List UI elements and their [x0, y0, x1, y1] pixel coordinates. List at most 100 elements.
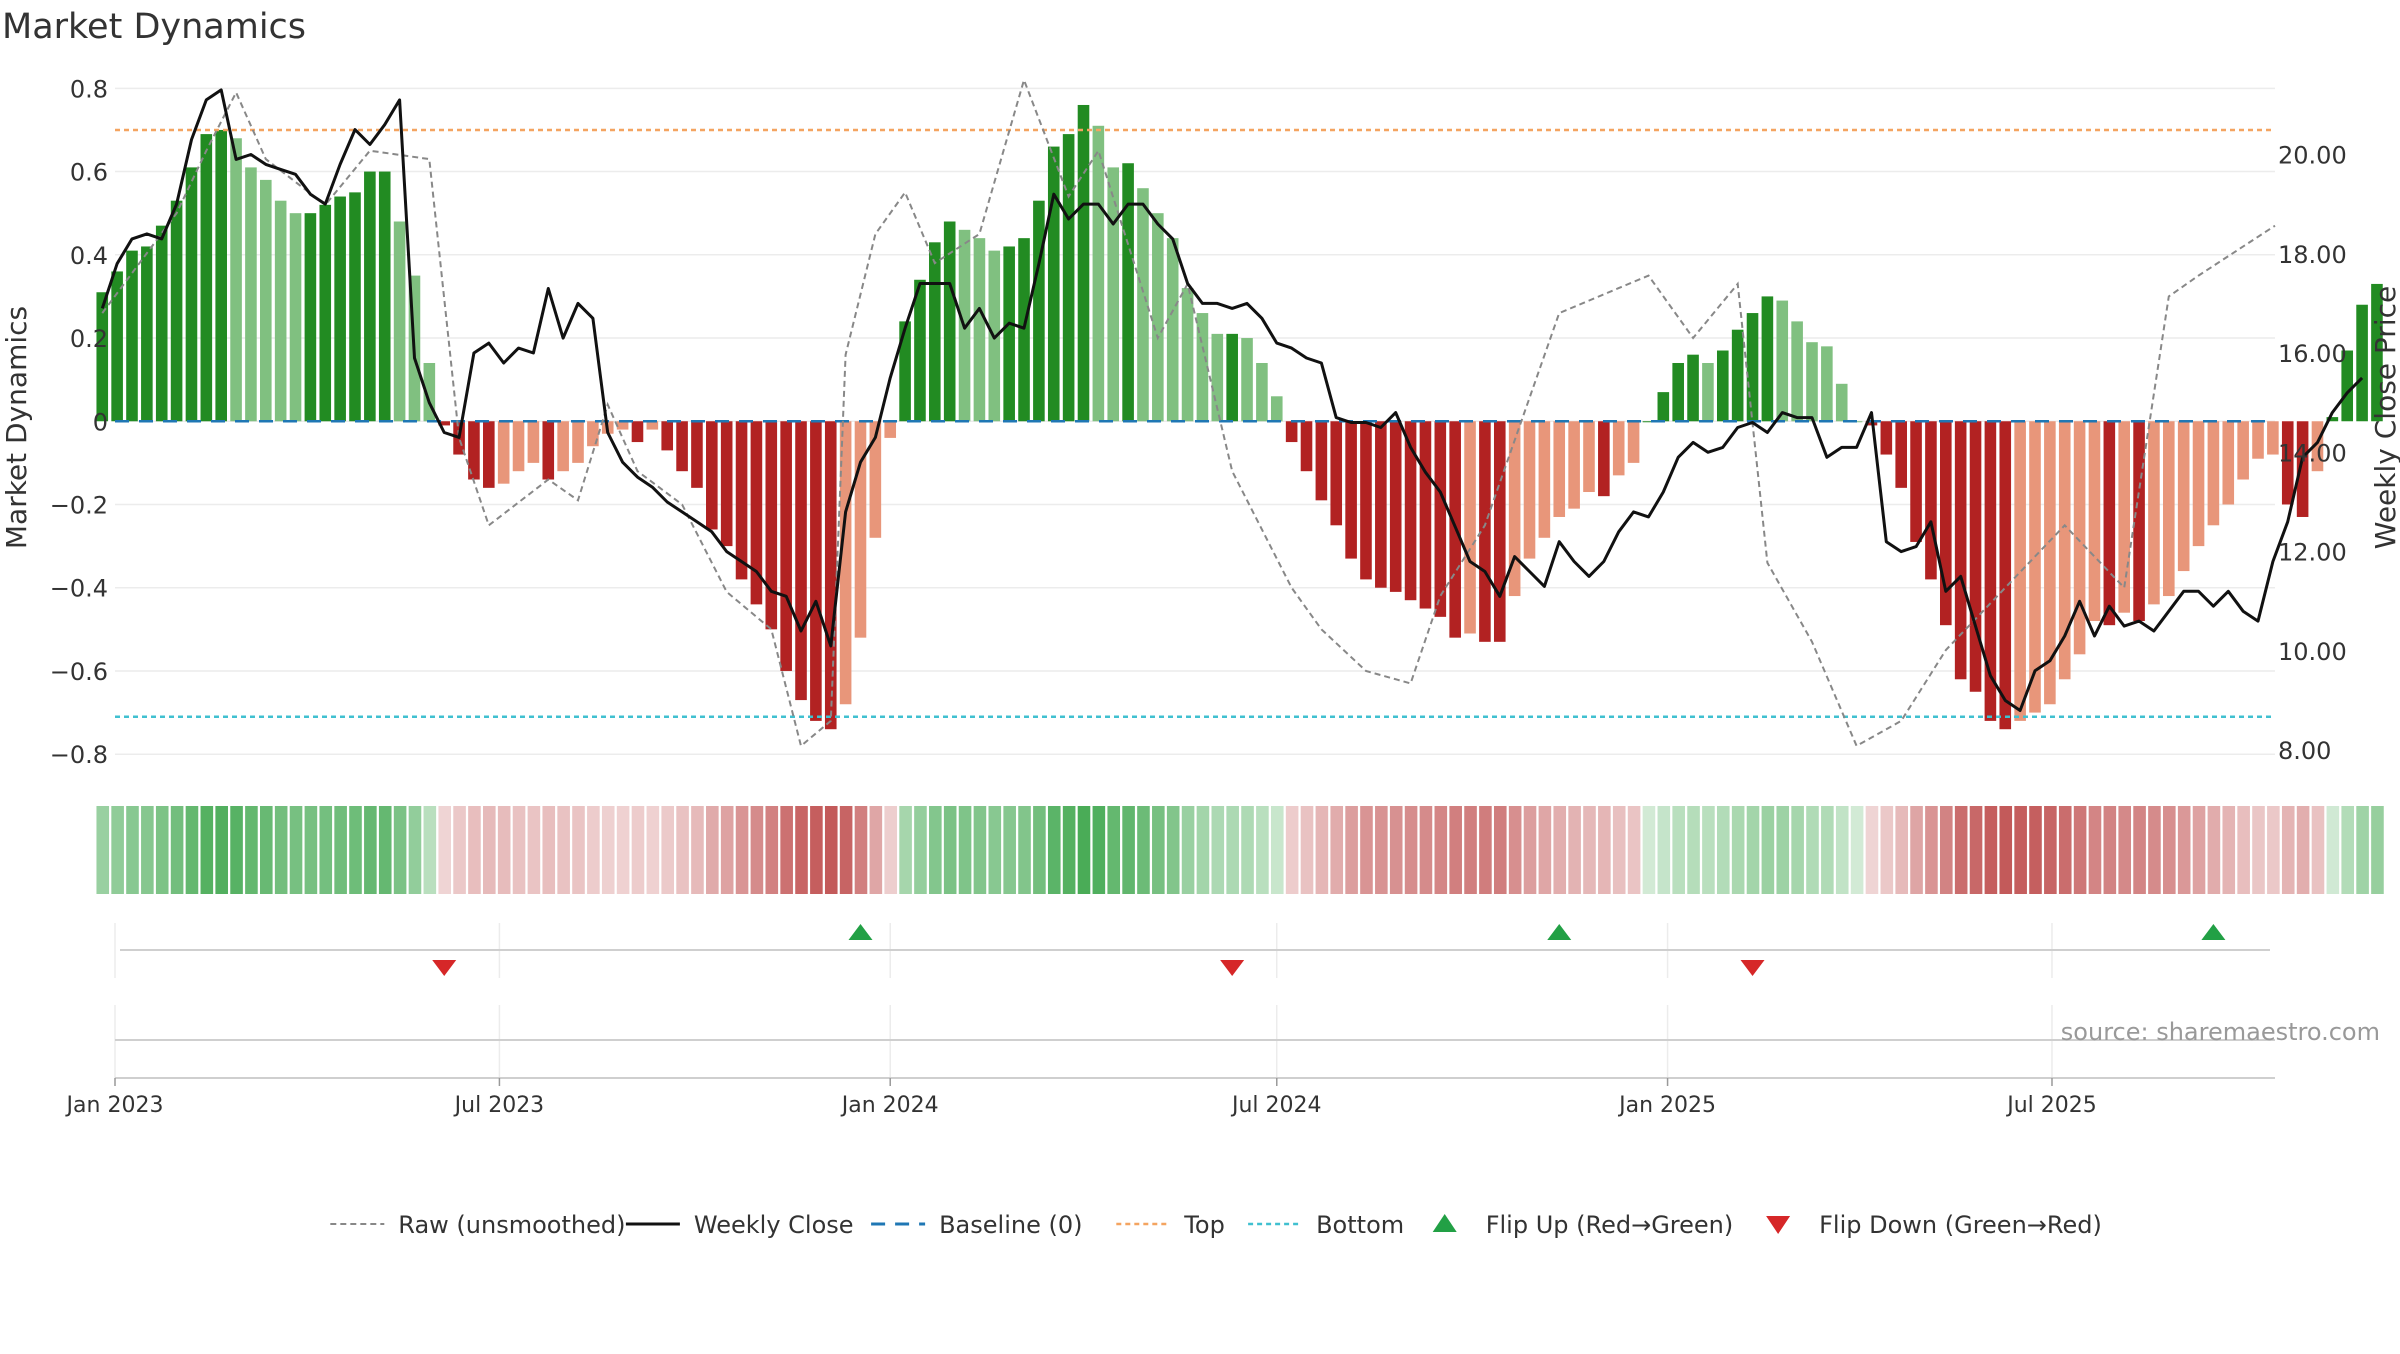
dynamics-bar	[96, 292, 109, 422]
regime-strip-cell	[468, 806, 481, 894]
regime-strip-cell	[2014, 806, 2027, 894]
dynamics-bar	[1434, 421, 1447, 617]
dynamics-bar	[1880, 421, 1893, 455]
regime-strip-cell	[1003, 806, 1016, 894]
x-tick-label: Jan 2024	[840, 1093, 939, 1118]
regime-strip-cell	[245, 806, 258, 894]
regime-strip-cell	[2118, 806, 2132, 894]
dynamics-bar	[1925, 421, 1937, 580]
dynamics-bar	[1910, 421, 1922, 542]
x-tick-label: Jan 2025	[1617, 1093, 1716, 1118]
left-axis-label: Market Dynamics	[0, 306, 33, 549]
legend-label: Bottom	[1316, 1211, 1404, 1239]
regime-strip-cell	[1062, 806, 1076, 894]
regime-strip-cell	[631, 806, 645, 894]
series-lines	[100, 76, 2364, 748]
left-tick-label: −0.6	[50, 658, 108, 686]
dynamics-bar	[2281, 421, 2294, 505]
regime-strip-cell	[1687, 806, 1700, 894]
dynamics-bar	[1122, 163, 1134, 422]
regime-strip-cell	[1568, 806, 1581, 894]
dynamics-bar	[735, 421, 748, 580]
regime-strip-cell	[2371, 806, 2384, 894]
regime-strip-cell	[601, 806, 615, 894]
dynamics-bar	[631, 421, 644, 443]
dynamics-bar	[1568, 421, 1580, 509]
regime-strip-cell	[810, 806, 823, 894]
regime-strip-cell	[1479, 806, 1492, 894]
weekly-close-line	[100, 88, 2364, 712]
flip-down-marker	[1740, 960, 1765, 976]
dynamics-bar	[1166, 238, 1179, 422]
regime-strip-cell	[1954, 806, 1968, 894]
regime-strip-cell	[2192, 806, 2206, 894]
legend-label: Raw (unsmoothed)	[398, 1211, 625, 1239]
regime-strip-cell	[884, 806, 898, 894]
regime-strip-cell	[1999, 806, 2013, 894]
dynamics-bar	[1300, 421, 1313, 472]
regime-strip-cell	[929, 806, 942, 894]
regime-strip-cell	[706, 806, 719, 894]
dynamics-bar	[1895, 421, 1907, 488]
dynamics-bar	[2296, 421, 2309, 517]
legend-item-flip-down: Flip Down (Green→Red)	[1766, 1211, 2102, 1239]
dynamics-bar	[2222, 421, 2235, 505]
right-tick-label: 18.00	[2278, 241, 2347, 269]
regime-strip-cell	[1925, 806, 1938, 894]
regime-strip-cell	[1895, 806, 1908, 894]
left-tick-label: 0.2	[70, 325, 108, 353]
right-tick-label: 10.00	[2278, 638, 2347, 666]
dynamics-bar	[616, 421, 629, 430]
regime-strip-cell	[1256, 806, 1269, 894]
dynamics-bar	[289, 213, 302, 422]
dynamics-bar	[364, 171, 376, 422]
regime-strip-cell	[2281, 806, 2295, 894]
regime-strip-cell	[141, 806, 154, 894]
regime-strip-cell	[973, 806, 987, 894]
legend-item-close: Weekly Close	[625, 1211, 854, 1239]
dynamics-bar	[1553, 421, 1566, 517]
dynamics-bar	[1315, 421, 1328, 501]
regime-strip-cell	[1880, 806, 1894, 894]
regime-strip-cell	[1375, 806, 1388, 894]
dynamics-bar	[899, 321, 911, 422]
regime-strip-cell	[2252, 806, 2265, 894]
dynamics-bar	[914, 279, 926, 422]
dynamics-bar	[1345, 421, 1357, 559]
dynamics-bar	[2044, 421, 2056, 705]
regime-strip-cell	[1493, 806, 1507, 894]
regime-strip-cell	[1241, 806, 1254, 894]
regime-strip-cell	[735, 806, 749, 894]
regime-strip-cell	[2341, 806, 2355, 894]
dynamics-bar	[438, 421, 451, 426]
dynamics-bar	[943, 221, 956, 422]
left-tick-label: −0.8	[50, 741, 108, 769]
dynamics-bar	[929, 242, 941, 422]
dynamics-bar	[2029, 421, 2041, 713]
dynamics-bar	[706, 421, 718, 530]
dynamics-bar	[245, 167, 257, 422]
regime-strip-cell	[557, 806, 570, 894]
regime-strip-cell	[2088, 806, 2102, 894]
dynamics-bar	[1077, 104, 1090, 422]
regime-strip-cell	[497, 806, 511, 894]
regime-strip-cell	[1404, 806, 1418, 894]
dynamics-bar	[527, 421, 540, 463]
dynamics-bar	[483, 421, 495, 488]
regime-strip-cell	[1761, 806, 1775, 894]
legend-item-flip-up: Flip Up (Red→Green)	[1432, 1211, 1734, 1239]
regime-strip-cell	[1360, 806, 1373, 894]
regime-strip-cell	[646, 806, 660, 894]
dynamics-bar	[2148, 421, 2160, 605]
left-tick-label: −0.2	[50, 491, 108, 519]
dynamics-bar	[1360, 421, 1372, 580]
regime-strip-cell	[1270, 806, 1284, 894]
regime-strip-cell	[319, 806, 333, 894]
regime-strip-cell	[2207, 806, 2221, 894]
legend-label: Flip Up (Red→Green)	[1486, 1211, 1734, 1239]
flip-down-marker	[1220, 960, 1245, 976]
regime-strip-cell	[438, 806, 452, 894]
dynamics-bar	[1226, 333, 1238, 422]
dynamics-bar	[1642, 421, 1655, 423]
dynamics-bar	[765, 421, 778, 630]
